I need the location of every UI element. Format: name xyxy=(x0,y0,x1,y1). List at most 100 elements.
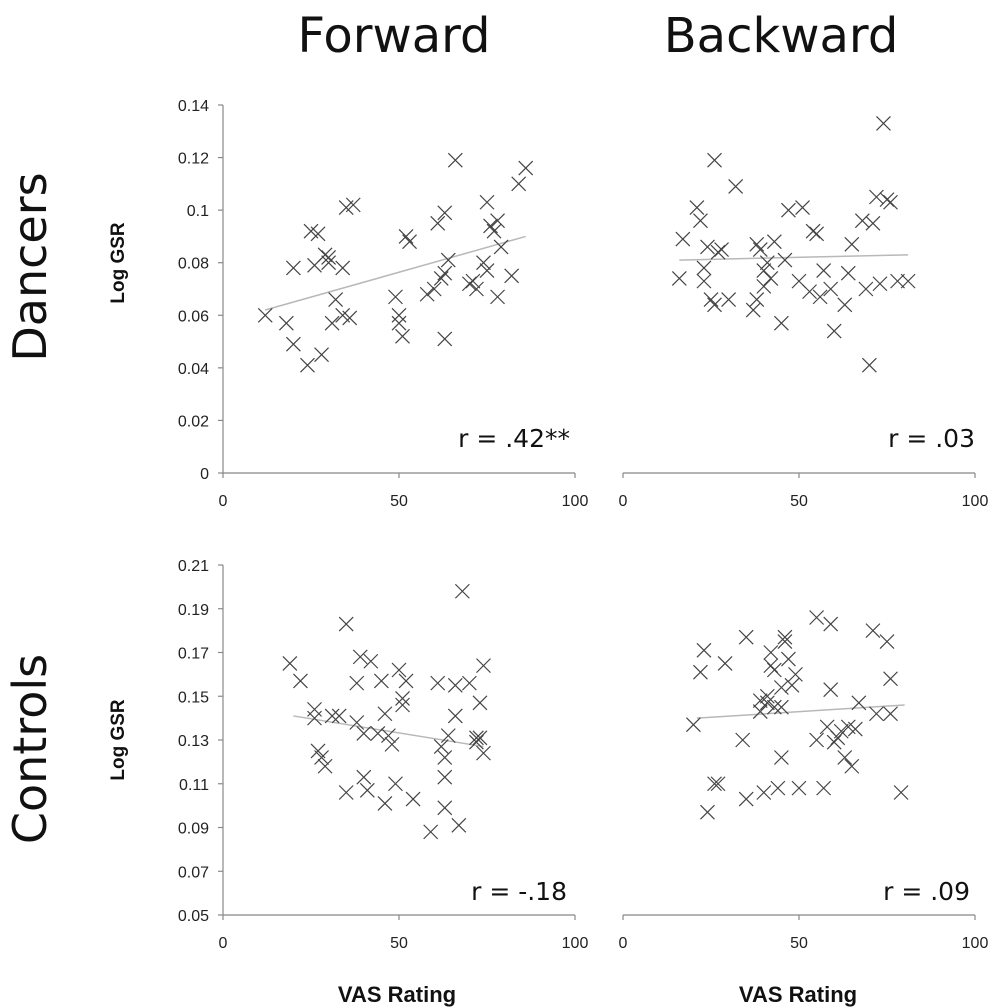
data-point-x-marker xyxy=(493,239,509,255)
data-point-x-marker xyxy=(518,160,534,176)
data-point-x-marker xyxy=(370,726,386,741)
y-tick-label: 0.09 xyxy=(178,821,209,838)
data-point-x-marker xyxy=(356,726,372,741)
data-point-x-marker xyxy=(696,642,712,658)
data-point-x-marker xyxy=(738,629,754,645)
y-tick-label: 0.15 xyxy=(178,689,209,706)
data-point-x-marker xyxy=(872,276,888,292)
data-point-x-marker xyxy=(766,662,782,678)
data-point-x-marker xyxy=(388,776,403,792)
data-point-x-marker xyxy=(359,782,375,798)
data-point-x-marker xyxy=(707,297,722,313)
y-tick-label: 0.07 xyxy=(178,864,209,881)
y-tick-label: 0.02 xyxy=(178,413,209,430)
data-point-x-marker xyxy=(447,677,463,693)
data-point-x-marker xyxy=(826,734,842,750)
data-point-x-marker xyxy=(766,699,782,715)
data-point-x-marker xyxy=(773,699,789,715)
data-point-x-marker xyxy=(893,785,909,800)
data-point-x-marker xyxy=(430,675,446,691)
data-point-x-marker xyxy=(883,706,898,722)
data-point-x-marker xyxy=(384,736,400,752)
data-point-x-marker xyxy=(469,281,484,297)
x-tick-label: 0 xyxy=(619,935,628,952)
data-point-x-marker xyxy=(865,215,881,231)
data-point-x-marker xyxy=(777,629,793,645)
data-point-x-marker xyxy=(876,115,891,131)
data-point-x-marker xyxy=(461,675,477,691)
y-tick-label: 0.1 xyxy=(187,203,209,220)
data-point-x-marker xyxy=(310,226,326,242)
y-tick-label: 0.13 xyxy=(178,733,209,750)
data-point-x-marker xyxy=(317,758,333,774)
data-point-x-marker xyxy=(395,697,410,713)
data-point-x-marker xyxy=(759,688,775,704)
data-point-x-marker xyxy=(847,721,863,737)
data-point-x-marker xyxy=(900,273,916,289)
data-point-x-marker xyxy=(869,706,884,722)
data-point-x-marker xyxy=(395,691,410,706)
data-point-x-marker xyxy=(717,656,733,671)
data-point-x-marker xyxy=(328,292,344,307)
data-point-x-marker xyxy=(472,730,488,746)
data-point-x-marker xyxy=(823,682,839,698)
data-point-x-marker xyxy=(349,715,365,730)
data-point-x-marker xyxy=(759,695,775,711)
data-point-x-marker xyxy=(419,286,435,302)
data-point-x-marker xyxy=(317,247,333,263)
data-point-x-marker xyxy=(476,658,491,674)
data-point-x-marker xyxy=(391,307,407,323)
data-point-x-marker xyxy=(773,680,789,695)
y-tick-label: 0.12 xyxy=(178,151,209,168)
data-point-x-marker xyxy=(809,226,825,242)
data-point-x-marker xyxy=(285,336,301,352)
data-point-x-marker xyxy=(809,732,825,748)
data-point-x-marker xyxy=(763,658,779,674)
data-point-x-marker xyxy=(714,242,729,257)
data-point-x-marker xyxy=(854,213,870,229)
data-point-x-marker xyxy=(437,205,453,221)
data-point-x-marker xyxy=(321,250,337,265)
data-point-x-marker xyxy=(398,673,414,689)
data-point-x-marker xyxy=(823,281,839,297)
data-point-x-marker xyxy=(469,734,484,750)
x-tick-label: 100 xyxy=(962,935,989,952)
y-tick-label: 0.11 xyxy=(179,777,209,794)
data-point-x-marker xyxy=(816,780,832,796)
data-point-x-marker xyxy=(321,255,337,271)
x-axis-label-forward: VAS Rating xyxy=(337,982,457,1007)
x-tick-label: 50 xyxy=(790,935,808,952)
data-point-x-marker xyxy=(377,796,393,811)
data-point-x-marker xyxy=(826,323,842,339)
data-point-x-marker xyxy=(373,673,389,689)
data-point-x-marker xyxy=(461,276,477,292)
column-title-backward: Backward xyxy=(663,8,899,64)
data-point-x-marker xyxy=(437,750,453,765)
data-point-x-marker xyxy=(696,273,712,289)
y-tick-label: 0.19 xyxy=(178,602,209,619)
y-tick-label: 0.04 xyxy=(178,361,209,378)
data-point-x-marker xyxy=(447,152,463,168)
data-point-x-marker xyxy=(749,292,765,307)
data-point-x-marker xyxy=(837,297,853,313)
data-point-x-marker xyxy=(879,192,895,208)
data-point-x-marker xyxy=(766,234,782,250)
data-point-x-marker xyxy=(307,701,322,717)
x-axis-label-backward: VAS Rating xyxy=(738,982,858,1007)
data-point-x-marker xyxy=(363,653,379,669)
data-point-x-marker xyxy=(773,750,789,765)
data-point-x-marker xyxy=(345,197,361,213)
data-point-x-marker xyxy=(377,706,393,722)
data-point-x-marker xyxy=(700,804,715,820)
data-point-x-marker xyxy=(423,824,439,840)
data-point-x-marker xyxy=(437,265,453,281)
trendline xyxy=(679,254,909,261)
x-tick-label: 0 xyxy=(219,493,228,510)
data-point-x-marker xyxy=(710,776,726,792)
data-point-x-marker xyxy=(851,695,867,711)
data-point-x-marker xyxy=(802,284,817,300)
x-tick-label: 100 xyxy=(962,493,989,510)
data-point-x-marker xyxy=(693,664,708,680)
data-point-x-marker xyxy=(426,281,442,297)
data-point-x-marker xyxy=(833,723,849,739)
